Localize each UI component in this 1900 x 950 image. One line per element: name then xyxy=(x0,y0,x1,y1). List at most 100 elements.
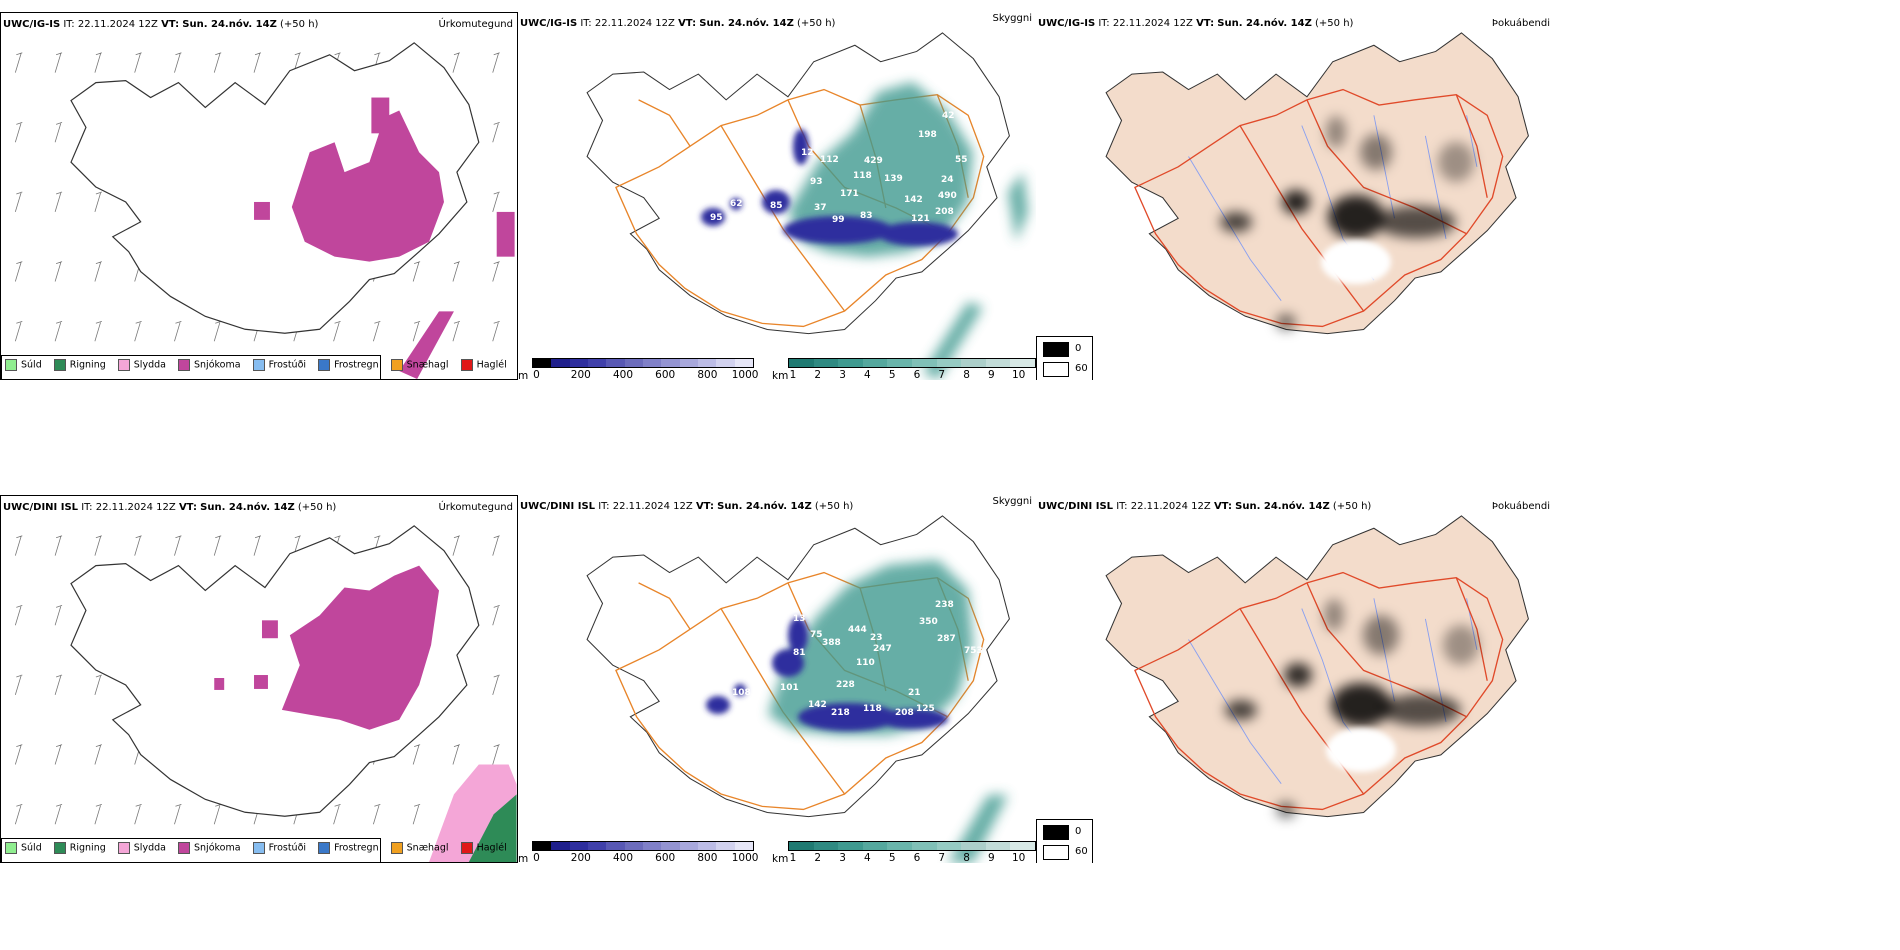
init-time-label: IT: xyxy=(580,18,592,29)
valid-time: Sun. 24.nóv. 14Z xyxy=(699,18,794,29)
visibility-colorbar: km 1 2 3 4 5 6 7 8 9 10 xyxy=(772,841,1036,863)
svg-text:139: 139 xyxy=(884,174,903,184)
model-name: UWC/DINI ISL xyxy=(1038,501,1114,512)
svg-text:142: 142 xyxy=(904,195,923,205)
svg-text:753: 753 xyxy=(964,646,983,656)
valid-time-label: VT: xyxy=(695,501,714,512)
visibility-colorbar: km 1 2 3 4 5 6 7 8 9 10 xyxy=(772,358,1036,380)
valid-time-label: VT: xyxy=(1213,501,1232,512)
precip-legend-items: Súld Rigning Slydda Snjókoma Frostúði Fr… xyxy=(5,359,516,371)
elevation-colorbar: m 0 200 400 600 800 1000 xyxy=(518,841,759,863)
fog-legend-light: 60 xyxy=(1075,363,1088,374)
svg-text:208: 208 xyxy=(895,708,914,718)
legend-item-drizzle: Súld xyxy=(5,842,42,854)
iceland-land xyxy=(1105,515,1529,818)
panel-title: UWC/DINI ISL IT: 22.11.2024 12Z VT: Sun.… xyxy=(1038,501,1371,512)
precip-type-panel-2: UWC/DINI ISL IT: 22.11.2024 12Z VT: Sun.… xyxy=(0,495,518,863)
fog-index-map-2 xyxy=(1105,515,1529,818)
panel-name: Þokuábendi xyxy=(1491,18,1550,29)
visibility-ticks: 1 2 3 4 5 6 7 8 9 10 xyxy=(789,852,1026,863)
fog-legend-light: 60 xyxy=(1075,846,1088,857)
svg-text:142: 142 xyxy=(808,700,827,710)
svg-text:218: 218 xyxy=(831,708,850,718)
legend-item-freezing-drizzle: Frostúði xyxy=(252,359,306,371)
visibility-unit: km xyxy=(772,853,789,863)
legend-item-snow-pellets: Snæhagl xyxy=(390,842,449,854)
valid-time: Sun. 24.nóv. 14Z xyxy=(1235,501,1330,512)
panel-title: UWC/IG-IS IT: 22.11.2024 12Z VT: Sun. 24… xyxy=(3,19,318,30)
elevation-colorbar-bar xyxy=(532,358,754,368)
clear-areas xyxy=(1326,728,1396,772)
svg-text:12: 12 xyxy=(801,148,814,158)
legend-item-sleet: Slydda xyxy=(117,359,166,371)
svg-text:93: 93 xyxy=(810,177,823,187)
precip-type-map-2 xyxy=(14,525,517,862)
svg-text:125: 125 xyxy=(916,704,935,714)
svg-text:101: 101 xyxy=(780,683,799,693)
panel-name: Þokuábendi xyxy=(1491,501,1550,512)
snowfall-area xyxy=(254,97,515,379)
fog-index-panel-1: UWC/IG-IS IT: 22.11.2024 12Z VT: Sun. 24… xyxy=(1036,12,1556,380)
lead-time: (+50 h) xyxy=(1315,18,1354,29)
model-name: UWC/DINI ISL xyxy=(520,501,596,512)
svg-text:37: 37 xyxy=(814,203,827,213)
elevation-unit: m xyxy=(518,853,529,863)
svg-text:55: 55 xyxy=(955,155,968,165)
svg-text:118: 118 xyxy=(863,704,882,714)
visibility-map-1: 193 85 95 62 37 112 99 83 121 118 171 42… xyxy=(586,32,1028,380)
visibility-value-labels: 13 75 388 81 101 108 142 218 118 208 125… xyxy=(732,600,983,718)
lead-time: (+50 h) xyxy=(814,501,854,512)
valid-time-label: VT: xyxy=(161,19,180,30)
fog-index-panel-2: UWC/DINI ISL IT: 22.11.2024 12Z VT: Sun.… xyxy=(1036,495,1556,863)
fog-index-map-1 xyxy=(1105,32,1529,335)
visibility-ticks: 1 2 3 4 5 6 7 8 9 10 xyxy=(789,369,1026,380)
valid-time: Sun. 24.nóv. 14Z xyxy=(717,501,812,512)
visibility-panel-1: 193 85 95 62 37 112 99 83 121 118 171 42… xyxy=(518,12,1036,380)
clear-areas xyxy=(1321,240,1391,284)
init-time: 22.11.2024 12Z xyxy=(95,502,176,513)
init-time-label: IT: xyxy=(81,502,93,513)
svg-text:208: 208 xyxy=(935,207,954,217)
svg-text:81: 81 xyxy=(793,648,806,658)
fog-legend: 0 60 xyxy=(1036,336,1093,380)
panel-name: Úrkomutegund xyxy=(438,502,513,513)
legend-item-freezing-drizzle: Frostúði xyxy=(252,842,306,854)
valid-time: Sun. 24.nóv. 14Z xyxy=(200,502,295,513)
elevation-colorbar: m 0 200 400 600 800 1000 xyxy=(518,358,758,380)
svg-text:193: 193 xyxy=(773,125,792,135)
visibility-value-labels: 193 85 95 62 37 112 99 83 121 118 171 42… xyxy=(710,111,968,225)
panel-title: UWC/DINI ISL IT: 22.11.2024 12Z VT: Sun.… xyxy=(520,501,853,512)
init-time: 22.11.2024 12Z xyxy=(612,501,693,512)
iceland-land xyxy=(1105,32,1529,335)
svg-text:42: 42 xyxy=(942,111,955,121)
svg-text:287: 287 xyxy=(937,634,956,644)
model-name: UWC/DINI ISL xyxy=(3,502,79,513)
init-time: 22.11.2024 12Z xyxy=(1130,501,1211,512)
svg-text:99: 99 xyxy=(832,215,845,225)
precip-type-map-1 xyxy=(14,42,515,379)
elevation-colorbar-bar xyxy=(532,841,754,851)
visibility-panel-2: 13 75 388 81 101 108 142 218 118 208 125… xyxy=(518,495,1036,863)
valid-time-label: VT: xyxy=(178,502,197,513)
svg-text:198: 198 xyxy=(918,130,937,140)
init-time-label: IT: xyxy=(1098,18,1110,29)
panel-title: UWC/IG-IS IT: 22.11.2024 12Z VT: Sun. 24… xyxy=(1038,18,1353,29)
svg-text:95: 95 xyxy=(710,213,723,223)
fog-shading xyxy=(1220,116,1474,330)
legend-item-sleet: Slydda xyxy=(117,842,166,854)
init-time: 22.11.2024 12Z xyxy=(1112,18,1193,29)
legend-item-hail: Haglél xyxy=(460,842,507,854)
svg-text:21: 21 xyxy=(908,688,921,698)
elevation-ticks: 0 200 400 600 800 1000 xyxy=(533,852,759,863)
visibility-colorbar-bar xyxy=(788,841,1036,851)
svg-text:228: 228 xyxy=(836,680,855,690)
legend-item-hail: Haglél xyxy=(460,359,507,371)
svg-text:112: 112 xyxy=(820,155,839,165)
panel-name: Skyggni xyxy=(992,496,1032,507)
model-name: UWC/IG-IS xyxy=(520,18,578,29)
svg-text:108: 108 xyxy=(732,688,751,698)
legend-item-snow: Snjókoma xyxy=(178,842,241,854)
svg-text:24: 24 xyxy=(941,175,954,185)
svg-text:121: 121 xyxy=(911,214,930,224)
precip-type-panel-1: UWC/IG-IS IT: 22.11.2024 12Z VT: Sun. 24… xyxy=(0,12,518,380)
